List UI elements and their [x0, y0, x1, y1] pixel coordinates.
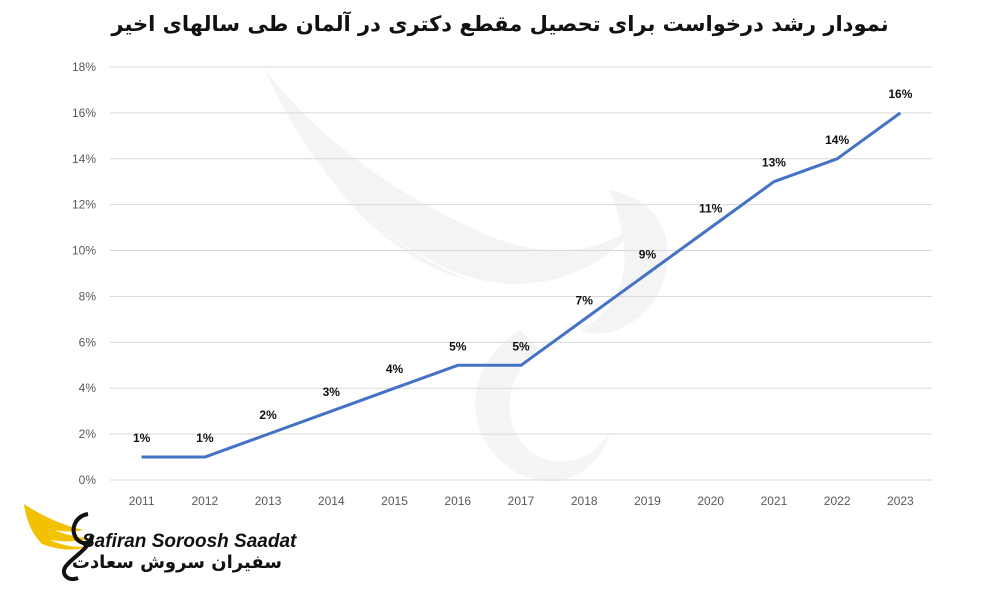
x-tick-label: 2014	[318, 494, 345, 508]
brand-name-fa: سفیران سروش سعادت	[71, 552, 282, 573]
y-tick-label: 2%	[79, 427, 97, 441]
x-tick-label: 2019	[634, 494, 661, 508]
x-tick-label: 2022	[824, 494, 851, 508]
x-tick-label: 2023	[887, 494, 914, 508]
data-label: 13%	[762, 156, 786, 170]
data-labels: 1% 1% 2% 3% 4% 5% 5% 7% 9% 11% 13% 14% 16%	[133, 87, 913, 445]
y-axis-ticks: 0% 2% 4% 6% 8% 10% 12% 14% 16% 18%	[72, 60, 96, 487]
series-line-path	[141, 111, 902, 459]
x-tick-label: 2017	[508, 494, 535, 508]
y-tick-label: 18%	[72, 60, 96, 74]
data-label: 1%	[196, 431, 214, 445]
data-label: 1%	[133, 431, 151, 445]
x-tick-label: 2020	[697, 494, 724, 508]
watermark-bird-icon	[265, 70, 668, 482]
brand-name-en: Safiran Soroosh Saadat	[82, 531, 297, 552]
x-tick-label: 2013	[255, 494, 282, 508]
y-tick-label: 16%	[72, 106, 96, 120]
x-axis-ticks: 2011 2012 2013 2014 2015 2016 2017 2018 2019 2020…	[129, 494, 914, 508]
x-tick-label: 2021	[761, 494, 788, 508]
x-tick-label: 2015	[381, 494, 408, 508]
y-tick-label: 4%	[79, 381, 97, 395]
chart-title: نمودار رشد درخواست برای تحصیل مقطع دکتری…	[111, 12, 889, 36]
x-tick-label: 2011	[129, 494, 155, 508]
logo-bird-icon	[61, 512, 94, 581]
data-label: 16%	[888, 87, 912, 101]
x-tick-label: 2018	[571, 494, 598, 508]
y-tick-label: 14%	[72, 152, 96, 166]
grid-lines	[110, 66, 932, 481]
data-label: 9%	[639, 248, 657, 262]
data-label: 14%	[825, 133, 849, 147]
data-label: 4%	[386, 362, 404, 376]
series-line	[141, 111, 902, 459]
data-label: 2%	[259, 408, 277, 422]
brand-logo-icon	[24, 504, 94, 581]
y-tick-label: 12%	[72, 198, 96, 212]
data-label: 7%	[576, 293, 594, 307]
x-tick-label: 2016	[444, 494, 471, 508]
data-label: 5%	[512, 339, 530, 353]
y-tick-label: 10%	[72, 244, 96, 258]
y-tick-label: 0%	[79, 473, 97, 487]
data-label: 5%	[449, 339, 467, 353]
x-tick-label: 2012	[191, 494, 218, 508]
y-tick-label: 6%	[79, 335, 97, 349]
data-label: 3%	[323, 385, 341, 399]
y-tick-label: 8%	[79, 289, 97, 303]
data-label: 11%	[699, 202, 723, 216]
logo-wing-icon	[24, 504, 90, 550]
